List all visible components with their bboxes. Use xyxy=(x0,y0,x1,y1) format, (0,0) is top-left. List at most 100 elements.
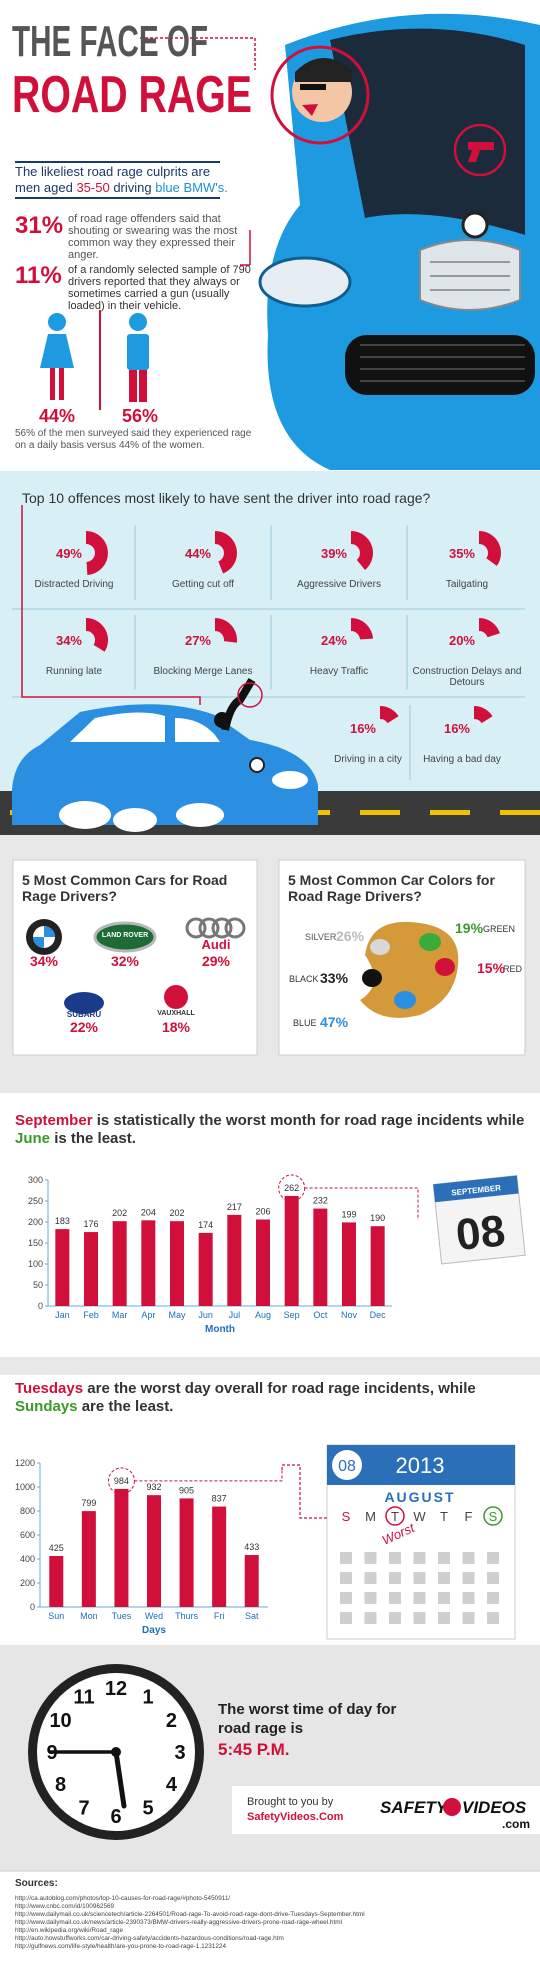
car-share: 18% xyxy=(162,1019,191,1035)
day-cell xyxy=(487,1552,499,1564)
offence-wedge xyxy=(86,618,109,652)
calendar-day: 08 xyxy=(454,1206,508,1260)
y-tick-label: 200 xyxy=(28,1217,43,1227)
sources-list: http://ca.autoblog.com/photos/top-10-cau… xyxy=(15,1895,535,1951)
source-item: http://gulfnews.com/life-style/health/ar… xyxy=(15,1943,227,1950)
offences-title: Top 10 offences most likely to have sent… xyxy=(22,490,431,506)
title-part: is the least. xyxy=(54,1130,136,1147)
offence-label: Running late xyxy=(45,666,103,677)
source-item: http://en.wikipedia.org/wiki/Road_rage xyxy=(15,1927,123,1934)
value-label: 174 xyxy=(198,1220,213,1230)
bar xyxy=(179,1498,194,1607)
x-tick-label: Jul xyxy=(229,1310,241,1320)
x-tick-label: Jun xyxy=(198,1310,213,1320)
y-tick-label: 1200 xyxy=(15,1458,35,1468)
weekday: T xyxy=(391,1509,399,1524)
value-label: 262 xyxy=(284,1183,299,1193)
day-cell xyxy=(438,1592,450,1604)
stat-figure: 11% xyxy=(15,262,62,290)
header-car xyxy=(140,13,540,470)
palette xyxy=(360,921,459,1018)
y-tick-label: 600 xyxy=(20,1530,35,1540)
day-cell xyxy=(462,1592,475,1604)
day-cell xyxy=(438,1612,450,1624)
credit-site: SafetyVideos.Com xyxy=(247,1811,344,1823)
blue-car xyxy=(11,677,318,832)
offence-value: 49% xyxy=(56,546,82,561)
day-cell xyxy=(364,1552,377,1564)
title-part: Tuesdays xyxy=(15,1380,84,1397)
x-tick-label: Oct xyxy=(313,1310,328,1320)
value-label: 837 xyxy=(212,1494,227,1504)
bar xyxy=(114,1488,129,1607)
land-rover-logo xyxy=(93,921,157,953)
weekday: F xyxy=(465,1509,473,1524)
time-text: The worst time of day for road rage is xyxy=(218,1701,397,1737)
day-cell xyxy=(413,1572,426,1584)
value-label: 217 xyxy=(227,1202,242,1212)
offence-wedge xyxy=(479,618,500,638)
day-cell xyxy=(389,1572,401,1584)
value-label: 984 xyxy=(114,1476,129,1486)
brand-name: LAND ROVER xyxy=(102,932,148,939)
color-share: 47% xyxy=(320,1014,349,1030)
day-cell xyxy=(462,1572,475,1584)
value-label: 433 xyxy=(244,1542,259,1552)
offence-wedge xyxy=(351,531,373,570)
title-part: is statistically the worst month for roa… xyxy=(96,1112,525,1129)
value-label: 190 xyxy=(370,1213,385,1223)
offence-value: 20% xyxy=(449,633,475,648)
cars-box xyxy=(12,859,258,1056)
y-tick-label: 300 xyxy=(28,1175,43,1185)
bar xyxy=(313,1208,328,1306)
value-label: 202 xyxy=(112,1208,127,1218)
x-tick-label: Sat xyxy=(245,1611,259,1621)
credit-lead: Brought to you by xyxy=(247,1796,334,1808)
intro-part: driving xyxy=(113,180,151,195)
weekday: S xyxy=(489,1509,498,1524)
stat-figure: 31% xyxy=(15,212,64,239)
offence-value: 16% xyxy=(350,721,376,736)
value-label: 932 xyxy=(146,1482,161,1492)
clock-number: 6 xyxy=(110,1806,121,1828)
y-tick-label: 150 xyxy=(28,1238,43,1248)
y-tick-label: 100 xyxy=(28,1259,43,1269)
bar xyxy=(342,1222,356,1306)
connector xyxy=(134,1470,283,1482)
day-cell xyxy=(462,1612,475,1624)
weekday: W xyxy=(413,1509,426,1524)
day-cell xyxy=(389,1612,401,1624)
clock-number: 8 xyxy=(55,1774,66,1796)
bar xyxy=(112,1221,127,1306)
day-cell xyxy=(413,1592,426,1604)
gender-note: 56% of the men surveyed said they experi… xyxy=(15,428,252,451)
bar xyxy=(284,1195,299,1306)
clock-number: 2 xyxy=(166,1710,177,1732)
offence-label: Aggressive Drivers xyxy=(297,579,381,590)
day-cell xyxy=(462,1552,475,1564)
clock-number: 10 xyxy=(49,1710,71,1732)
offence-value: 39% xyxy=(321,546,347,561)
stat-figure: 31% xyxy=(15,212,63,240)
clock-number: 3 xyxy=(174,1742,185,1764)
color-share: 26% xyxy=(336,928,365,944)
offence-value: 35% xyxy=(449,546,475,561)
clock-number: 1 xyxy=(142,1687,153,1709)
title-part: September xyxy=(15,1112,93,1129)
weekday: S xyxy=(342,1509,351,1524)
source-item: http://www.dailymail.co.uk/news/article-… xyxy=(15,1919,342,1926)
credit-box xyxy=(232,1786,540,1834)
color-share: 33% xyxy=(320,970,349,986)
day-cell xyxy=(364,1612,377,1624)
x-tick-label: Wed xyxy=(145,1611,163,1621)
intro-part: men aged xyxy=(15,180,73,195)
offence-label: Distracted Driving xyxy=(34,579,114,590)
month-calendar: SEPTEMBER 08 xyxy=(432,1175,526,1265)
value-label: 425 xyxy=(49,1543,64,1553)
chart-title: Tuesdays are the worst day overall for r… xyxy=(15,1380,525,1416)
x-tick-label: Apr xyxy=(141,1310,155,1320)
x-tick-label: Nov xyxy=(341,1310,358,1320)
